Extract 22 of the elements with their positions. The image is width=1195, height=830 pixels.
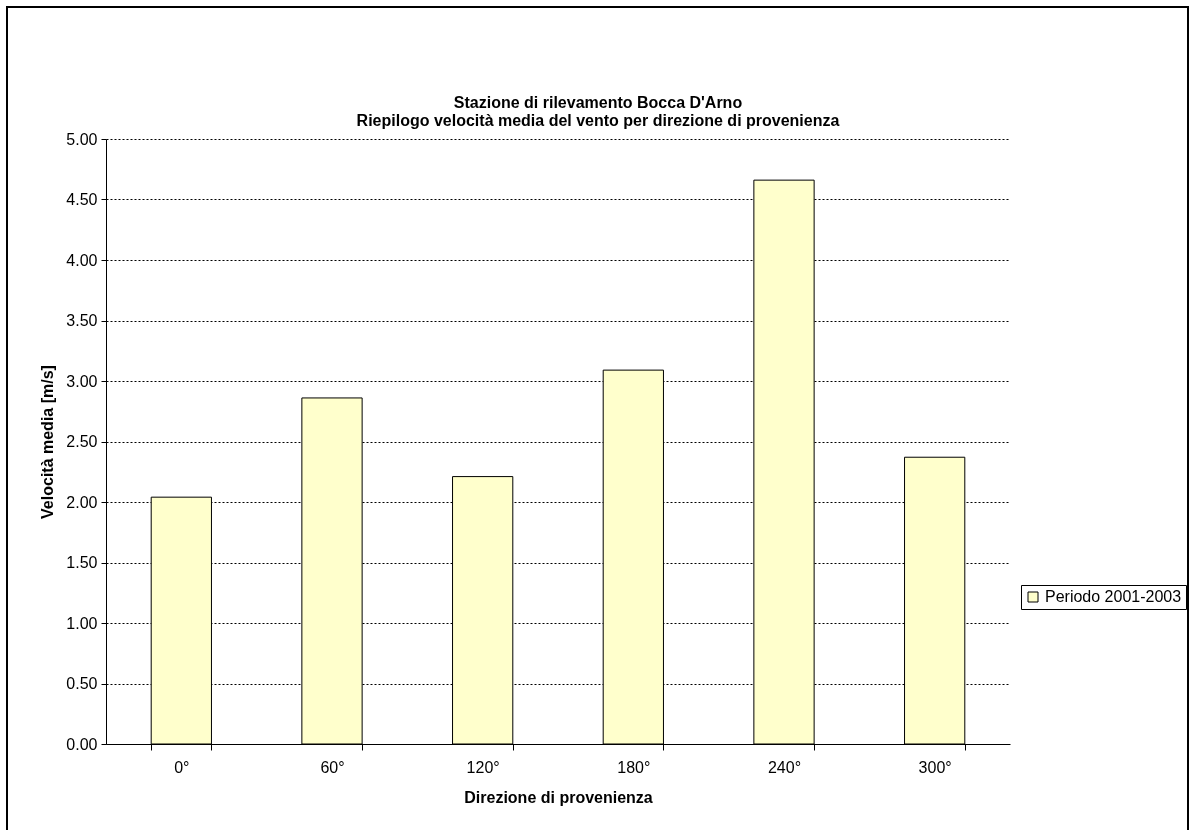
x-tick-label: 180°	[617, 758, 651, 776]
y-tick-label: 4.00	[66, 251, 98, 269]
x-tick-label: 0°	[174, 758, 190, 776]
y-tick-label: 3.00	[66, 372, 98, 390]
y-tick-label: 2.50	[66, 433, 98, 450]
y-tick-label: 3.50	[66, 312, 98, 329]
x-tick-label: 300°	[918, 758, 952, 776]
y-tick-label: 1.50	[66, 554, 98, 571]
y-axis-title: Velocità media [m/s]	[39, 365, 57, 519]
legend-label: Periodo 2001-2003	[1045, 588, 1182, 605]
y-tick-label: 2.00	[66, 493, 98, 511]
y-tick-label: 0.50	[66, 675, 98, 692]
x-tick-label: 60°	[320, 758, 345, 776]
y-tick-label: 4.50	[66, 191, 98, 208]
y-tick-label: 5.00	[66, 130, 98, 148]
x-tick-label: 240°	[767, 758, 802, 776]
y-tick-label: 0.00	[66, 735, 98, 753]
chart-title: Stazione di rilevamento Bocca D'Arno	[453, 94, 743, 111]
chart-subtitle: Riepilogo velocità media del vento per direzione di provenienza	[356, 112, 840, 129]
x-tick-label: 120°	[466, 758, 500, 776]
x-axis-title: Direzione di provenienza	[464, 788, 653, 806]
y-tick-label: 1.00	[66, 614, 98, 632]
